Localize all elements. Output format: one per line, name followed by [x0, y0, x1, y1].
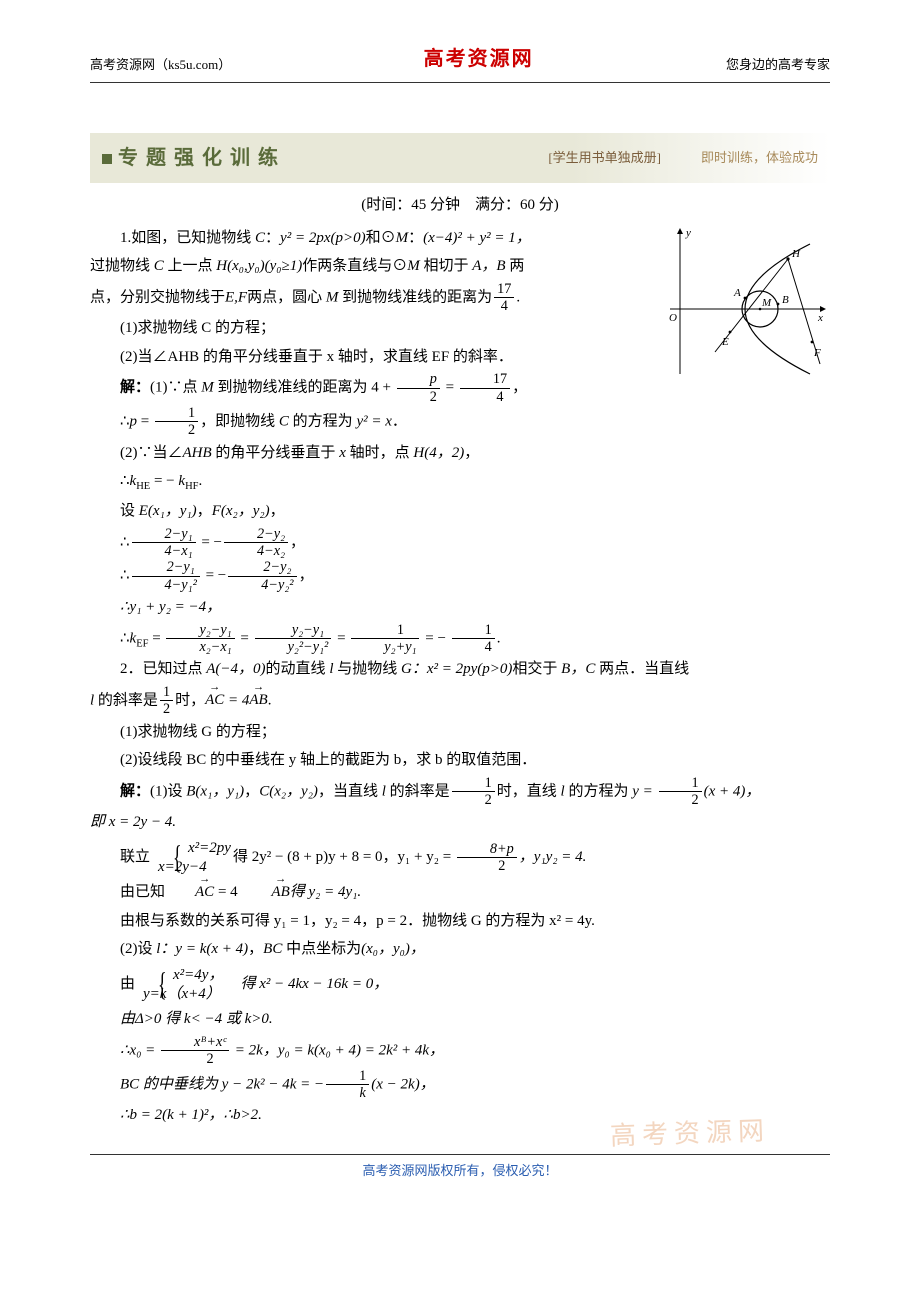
svg-text:F: F — [813, 347, 821, 359]
svg-text:E: E — [721, 336, 729, 348]
section-banner: 专题强化训练 [学生用书单独成册] 即时训练，体验成功 — [90, 133, 830, 183]
sol2-line3: 设 E(x₁，y₁)，F(x₂，y₂)， — [90, 497, 830, 526]
page-header: 高考资源网（ks5u.com） 高考资源网 您身边的高考专家 — [90, 40, 830, 83]
sol3-line4: 由已知AC = 4 AB得 y₂ = 4y₁. — [90, 878, 830, 907]
p2-line2: l 的斜率是12时，AC = 4AB. — [90, 684, 830, 718]
sol2-line4: ∴2−y₁4−x₁ = −2−y₂4−x₂， — [90, 526, 830, 560]
timing-line: (时间：45 分钟 满分：60 分) — [90, 191, 830, 220]
sol2-line6: ∴y₁ + y₂ = −4， — [90, 593, 830, 622]
svg-text:M: M — [761, 297, 772, 309]
banner-tag: 即时训练，体验成功 — [701, 146, 818, 171]
sol2-line2: ∴kHE = − kHF. — [90, 467, 830, 497]
sol2-line7: ∴kEF = y₂−y₁x₂−x₁ = y₂−y₁y₂²−y₁² = 1y₂+y… — [90, 622, 830, 656]
q2-1: (1)求抛物线 G 的方程； — [90, 718, 830, 747]
sol4-line5: BC 的中垂线为 y − 2k² − 4k = −1k(x − 2k)， — [90, 1068, 830, 1102]
sol-label: 解： — [120, 379, 150, 396]
sol3-line2: 即 x = 2y − 4. — [90, 808, 830, 837]
sol1-line2: ∴p = 12，即抛物线 C 的方程为 y² = x． — [90, 405, 830, 439]
svg-text:A: A — [733, 287, 741, 299]
sol2-line1: (2)∵当∠AHB 的角平分线垂直于 x 轴时，点 H(4，2)， — [90, 439, 830, 468]
banner-sub: [学生用书单独成册] — [548, 146, 661, 171]
header-center: 高考资源网 — [424, 40, 534, 78]
banner-title: 专题强化训练 — [102, 139, 286, 177]
sol3-line1: 解：(1)设 B(x₁，y₁)，C(x₂，y₂)，当直线 l 的斜率是12时，直… — [90, 775, 830, 809]
sol4-line4: ∴x₀ = xᴮ+xᶜ2 = 2k，y₀ = k(x₀ + 4) = 2k² +… — [90, 1034, 830, 1068]
sol4-line1: (2)设 l：y = k(x + 4)，BC 中点坐标为(x₀，y₀)， — [90, 935, 830, 964]
page-footer: 高考资源网版权所有，侵权必究！ — [90, 1154, 830, 1184]
sol3-line5: 由根与系数的关系可得 y₁ = 1，y₂ = 4，p = 2．抛物线 G 的方程… — [90, 907, 830, 936]
svg-text:B: B — [782, 294, 789, 306]
sol4-line2: 由x²=4y，y=k（x+4） 得 x² − 4kx − 16k = 0， — [90, 964, 830, 1006]
sol4-line6: ∴b = 2(k + 1)²，∴b>2. — [90, 1101, 830, 1130]
svg-text:y: y — [685, 227, 691, 239]
svg-text:H: H — [791, 248, 801, 260]
q2-2: (2)设线段 BC 的中垂线在 y 轴上的截距为 b，求 b 的取值范围． — [90, 746, 830, 775]
problem-figure: O x y H A M B E F — [660, 224, 830, 379]
header-right: 您身边的高考专家 — [726, 53, 830, 78]
p2-line1: 2．已知过点 A(−4，0)的动直线 l 与抛物线 G：x² = 2py(p>0… — [90, 655, 830, 684]
svg-text:O: O — [669, 312, 677, 324]
sol2-line5: ∴2−y₁4−y₁² = −2−y₂4−y₂²， — [90, 559, 830, 593]
header-left: 高考资源网（ks5u.com） — [90, 53, 231, 78]
sol4-line3: 由Δ>0 得 k< −4 或 k>0. — [90, 1005, 830, 1034]
svg-text:x: x — [817, 312, 823, 324]
content: O x y H A M B E F 1.如图，已知抛物线 C：y² = 2px(… — [90, 224, 830, 1130]
